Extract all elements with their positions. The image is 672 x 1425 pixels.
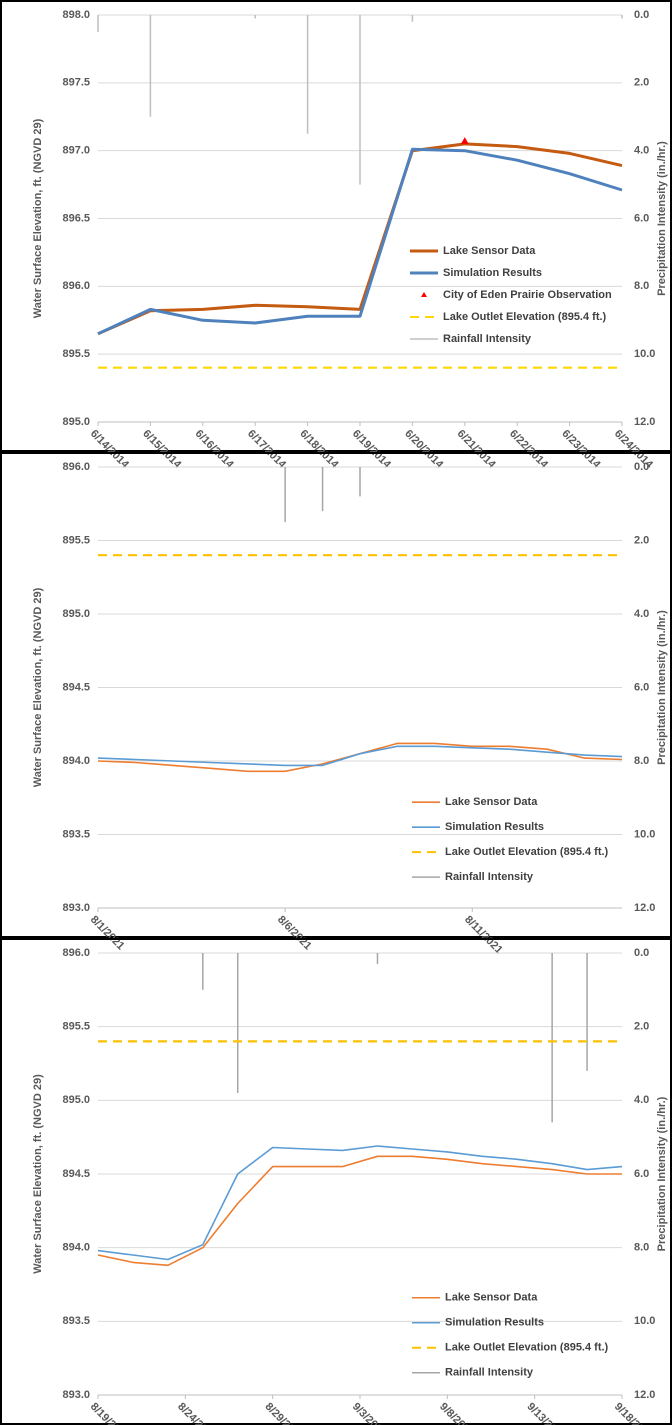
y2-tick-label: 6.0 [634, 212, 649, 224]
y2-tick-label: 12.0 [634, 416, 655, 428]
y2-tick-label: 8.0 [634, 280, 649, 292]
y-tick-label: 895.0 [62, 416, 90, 428]
legend-marker [421, 292, 427, 298]
y-tick-label: 895.5 [62, 348, 90, 360]
x-tick-label: 6/19/2014 [350, 428, 394, 472]
x-tick-label: 9/18/2021 [612, 1401, 655, 1425]
y2-tick-label: 10.0 [634, 348, 655, 360]
y2-tick-label: 4.0 [634, 1094, 649, 1106]
legend-text: Lake Sensor Data [445, 796, 538, 808]
y-tick-label: 893.5 [62, 1315, 90, 1327]
y2-tick-label: 0.0 [634, 947, 649, 959]
y2-tick-label: 10.0 [634, 828, 655, 840]
y2-tick-label: 6.0 [634, 1168, 649, 1180]
y2-tick-label: 6.0 [634, 681, 649, 693]
y-tick-label: 896.0 [62, 947, 90, 959]
y2-tick-label: 0.0 [634, 461, 649, 473]
legend-text: Lake Sensor Data [445, 1292, 538, 1304]
y-tick-label: 894.0 [62, 755, 90, 767]
series-line [97, 142, 623, 336]
x-tick-label: 8/6/2021 [275, 914, 314, 953]
series-line [97, 1155, 622, 1267]
y-tick-label: 894.0 [62, 1242, 90, 1254]
x-tick-label: 6/22/2014 [507, 428, 551, 472]
x-tick-label: 8/19/2021 [88, 1401, 131, 1425]
x-tick-label: 9/3/2021 [350, 1401, 389, 1425]
y-tick-label: 896.5 [62, 212, 90, 224]
y-tick-label: 893.0 [62, 1389, 90, 1401]
y2-tick-label: 8.0 [634, 1242, 649, 1254]
y2-tick-label: 12.0 [634, 1389, 655, 1401]
panel-border [0, 938, 672, 1425]
x-tick-label: 6/15/2014 [140, 428, 184, 472]
legend-text: Rainfall Intensity [445, 871, 534, 883]
y2-tick-label: 8.0 [634, 755, 649, 767]
y-tick-label: 897.0 [62, 145, 90, 157]
x-tick-label: 8/29/2021 [262, 1401, 305, 1425]
x-tick-label: 6/20/2014 [402, 428, 446, 472]
y-tick-label: 894.5 [62, 1168, 90, 1180]
y-tick-label: 895.5 [62, 1021, 90, 1033]
x-tick-label: 6/21/2014 [455, 428, 499, 472]
x-tick-label: 8/11/2021 [462, 914, 505, 957]
y-tick-label: 897.5 [62, 77, 90, 89]
legend-text: Simulation Results [445, 821, 544, 833]
legend-text: Lake Outlet Elevation (895.4 ft.) [445, 1342, 609, 1354]
y2-tick-label: 4.0 [634, 608, 649, 620]
y2-axis-title: Precipitation Intensity (in./hr.) [656, 141, 668, 296]
x-tick-label: 9/8/2021 [437, 1401, 476, 1425]
y-tick-label: 894.5 [62, 681, 90, 693]
x-tick-label: 9/13/2021 [524, 1401, 567, 1425]
y-tick-label: 893.5 [62, 828, 90, 840]
y2-axis-title: Precipitation Intensity (in./hr.) [656, 1096, 668, 1251]
x-tick-label: 8/1/2021 [88, 914, 127, 953]
y2-tick-label: 4.0 [634, 145, 649, 157]
x-tick-label: 6/16/2014 [193, 428, 237, 472]
legend-text: Lake Sensor Data [443, 245, 536, 257]
x-tick-label: 6/17/2014 [245, 428, 289, 472]
y-axis-title: Water Surface Elevation, ft. (NGVD 29) [32, 118, 44, 318]
series-line [97, 745, 623, 767]
series-line [97, 742, 623, 773]
legend-text: Rainfall Intensity [445, 1367, 534, 1379]
y2-tick-label: 2.0 [634, 1021, 649, 1033]
legend-text: Rainfall Intensity [443, 333, 532, 345]
y2-tick-label: 10.0 [634, 1315, 655, 1327]
panel-border [0, 452, 672, 938]
y-tick-label: 893.0 [62, 902, 90, 914]
series-line [97, 147, 623, 336]
y-axis-title: Water Surface Elevation, ft. (NGVD 29) [32, 587, 44, 787]
y-tick-label: 896.0 [62, 280, 90, 292]
y-tick-label: 895.5 [62, 534, 90, 546]
x-tick-label: 8/24/2021 [175, 1401, 218, 1425]
series-line [97, 1145, 623, 1261]
legend-text: Lake Outlet Elevation (895.4 ft.) [445, 846, 609, 858]
panel-border [0, 0, 672, 452]
legend-text: Lake Outlet Elevation (895.4 ft.) [443, 311, 607, 323]
legend-text: City of Eden Prairie Observation [443, 289, 612, 301]
y2-tick-label: 2.0 [634, 77, 649, 89]
legend-text: Simulation Results [445, 1317, 544, 1329]
legend-text: Simulation Results [443, 267, 542, 279]
y-tick-label: 895.0 [62, 608, 90, 620]
y-tick-label: 895.0 [62, 1094, 90, 1106]
y2-axis-title: Precipitation Intensity (in./hr.) [656, 610, 668, 765]
y-tick-label: 896.0 [62, 461, 90, 473]
x-tick-label: 6/18/2014 [297, 428, 341, 472]
y2-tick-label: 12.0 [634, 902, 655, 914]
y-axis-title: Water Surface Elevation, ft. (NGVD 29) [32, 1074, 44, 1274]
y-tick-label: 898.0 [62, 9, 90, 21]
y2-tick-label: 2.0 [634, 534, 649, 546]
x-tick-label: 6/14/2014 [88, 428, 132, 472]
y2-tick-label: 0.0 [634, 9, 649, 21]
x-tick-label: 6/23/2014 [559, 428, 603, 472]
observation-marker [460, 137, 469, 145]
